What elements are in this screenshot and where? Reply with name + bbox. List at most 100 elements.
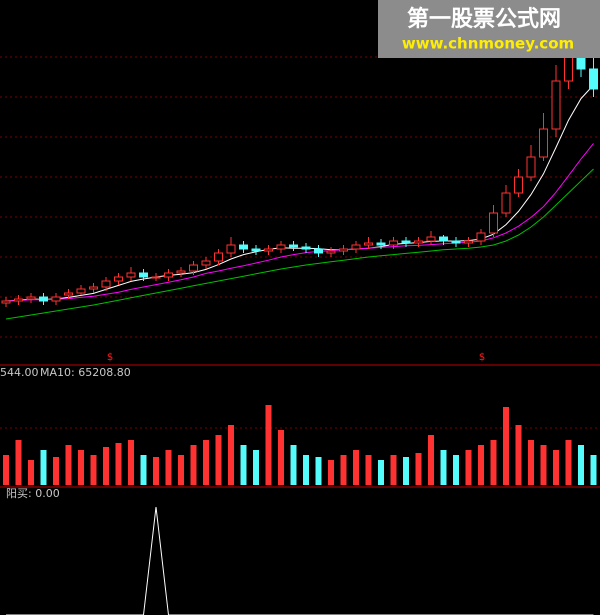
volume-bar	[165, 450, 172, 485]
candle-body	[576, 56, 586, 70]
candle-body	[551, 80, 561, 130]
watermark-box	[378, 0, 600, 58]
line	[5, 143, 594, 302]
candle-body	[501, 192, 511, 214]
volume-bar	[378, 460, 384, 485]
candle-body	[126, 272, 136, 278]
volume-bar	[228, 425, 234, 485]
volume-bar	[578, 445, 584, 485]
candle-body	[176, 270, 186, 274]
volume-bar	[528, 440, 534, 485]
signal-marker: $	[107, 352, 113, 363]
volume-bar	[215, 435, 222, 485]
volume-bar	[490, 440, 497, 485]
indicator-label: 阳买: 0.00	[6, 487, 60, 500]
volume-bar	[153, 457, 159, 485]
candle-body	[301, 246, 311, 250]
volume-bar	[53, 457, 59, 485]
volume-bar	[590, 455, 597, 485]
volume-bar	[140, 455, 147, 485]
volume-bar	[253, 450, 259, 485]
candle-body	[264, 248, 273, 252]
candle-body	[26, 296, 36, 300]
volume-bar	[540, 445, 547, 485]
volume-bar	[65, 445, 72, 485]
volume-bar	[128, 440, 134, 485]
volume-bar	[340, 455, 347, 485]
volume-bar	[403, 457, 409, 485]
candle-body	[276, 244, 286, 250]
volume-bar	[90, 455, 97, 485]
volume-bar	[15, 440, 22, 485]
candle-body	[289, 244, 298, 248]
volume-bar	[315, 457, 322, 485]
volume-bar	[190, 445, 197, 485]
volume-bar	[440, 450, 447, 485]
candle-body	[214, 252, 223, 262]
candle-body	[351, 244, 361, 250]
volume-bar	[415, 453, 422, 485]
candle-body	[339, 248, 348, 252]
candle-body	[389, 240, 398, 246]
volume-bar	[203, 440, 209, 485]
candle-body	[451, 240, 461, 244]
volume-bar	[303, 455, 309, 485]
candle-body	[476, 232, 486, 242]
volume-bar	[265, 405, 272, 485]
volume-bar	[365, 455, 372, 485]
volume-bar	[278, 430, 284, 485]
candle-body	[564, 56, 573, 82]
volume-bar	[103, 447, 109, 485]
candle-body	[526, 156, 536, 178]
candle-body	[201, 260, 211, 266]
candle-body	[139, 272, 148, 278]
volume-bar	[453, 455, 459, 485]
volume-bar	[178, 455, 184, 485]
volume-bar	[515, 425, 522, 485]
candle-body	[189, 264, 198, 272]
candle-body	[539, 128, 548, 158]
volume-bar	[40, 450, 47, 485]
candle-body	[464, 240, 473, 244]
candle-body	[101, 280, 111, 288]
candle-body	[226, 244, 236, 254]
candle-body	[39, 296, 48, 302]
volume-bar	[3, 455, 9, 485]
volume-bar	[290, 445, 297, 485]
volume-bar	[503, 407, 509, 485]
volume-bar	[478, 445, 484, 485]
candle-body	[401, 240, 411, 244]
signal-marker: $	[479, 352, 485, 363]
volume-bar	[553, 450, 559, 485]
line	[5, 168, 594, 320]
candle-body	[89, 286, 98, 290]
volume-bar	[428, 435, 434, 485]
volume-bar	[28, 460, 34, 485]
volume-bar	[465, 450, 472, 485]
volume-bar	[240, 445, 247, 485]
candle-body	[1, 300, 11, 304]
candle-body	[514, 176, 523, 194]
volume-bar	[78, 450, 84, 485]
candle-body	[376, 242, 386, 246]
candle-body	[64, 292, 73, 296]
volume-ma: MA10: 65208.80	[40, 366, 131, 379]
volume-bar	[565, 440, 572, 485]
candle-body	[326, 250, 336, 254]
line	[6, 506, 594, 615]
watermark-url: www.chnmoney.com	[402, 35, 574, 53]
volume-bar	[353, 450, 359, 485]
volume-value: 544.00	[0, 366, 39, 379]
candle-body	[489, 212, 498, 234]
candle-body	[589, 68, 598, 90]
watermark-title: 第一股票公式网	[407, 6, 561, 32]
candle-body	[239, 244, 248, 250]
candle-body	[51, 296, 61, 302]
candle-body	[14, 298, 23, 302]
candle-body	[364, 242, 373, 246]
candle-body	[251, 248, 261, 252]
volume-bar	[115, 443, 122, 485]
candle-body	[76, 288, 86, 294]
candle-body	[414, 240, 423, 244]
